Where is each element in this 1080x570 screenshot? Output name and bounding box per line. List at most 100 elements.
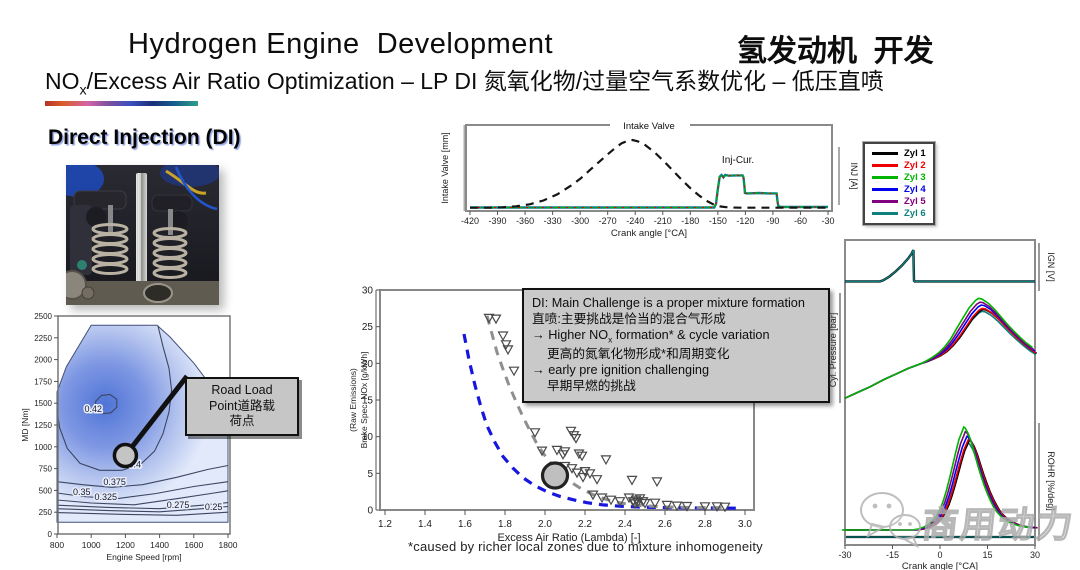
svg-text:-270: -270 [599,216,617,226]
engine-map-chart: 0.42 0.4 0.375 0.35 0.325 0.275 0.25 0 250 500 750… [18,308,303,566]
wechat-watermark-svg: 商用动力 [860,492,1077,549]
page-subtitle: NOx/Excess Air Ratio Optimization – LP D… [45,62,884,99]
svg-text:-90: -90 [766,216,779,226]
svg-text:2.4: 2.4 [618,519,632,530]
legend-item: Zyl 6 [872,208,926,219]
svg-text:Engine Speed [rpm]: Engine Speed [rpm] [106,552,181,562]
svg-text:-180: -180 [681,216,699,226]
svg-text:0: 0 [367,506,373,517]
legend-label: Zyl 5 [904,195,926,207]
svg-text:5: 5 [367,469,373,480]
cylinder-legend: Zyl 1 Zyl 2 Zyl 3 Zyl 4 Zyl 5 Zyl 6 [862,141,936,226]
svg-text:250: 250 [39,508,53,517]
svg-text:-210: -210 [654,216,672,226]
subtitle-sub: x [79,82,87,99]
di-challenge-textbox: DI: Main Challenge is a proper mixture f… [522,288,830,403]
svg-text:1200: 1200 [116,540,135,550]
svg-text:-60: -60 [794,216,807,226]
svg-text:2500: 2500 [34,312,52,321]
legend-item: Zyl 3 [872,172,926,183]
textbox-line: 更高的氮氧化物形成*和周期变化 [547,346,730,361]
svg-text:MD [Nm]: MD [Nm] [20,408,30,442]
svg-text:1.2: 1.2 [378,519,392,530]
svg-text:30: 30 [362,286,374,297]
svg-text:1600: 1600 [184,540,203,550]
svg-text:-120: -120 [736,216,754,226]
svg-text:3.0: 3.0 [738,519,752,530]
svg-text:0.35: 0.35 [73,487,91,497]
svg-text:INJ [A]: INJ [A] [849,162,859,189]
textbox-line: DI: Main Challenge is a proper mixture f… [532,296,805,310]
svg-text:0: 0 [48,530,53,539]
svg-text:Crank angle [°CA]: Crank angle [°CA] [611,228,687,239]
svg-text:Crank angle [°CA]: Crank angle [°CA] [902,561,978,570]
cylinder-traces-chart: -30 -15 0 15 30 Crank angle [°CA] IGN [V] Cyl. … [828,233,1080,570]
road-load-callout: Road Load Point道路载 荷点 [185,377,299,436]
legend-line-sample [872,176,898,179]
svg-text:1000: 1000 [34,443,52,452]
subtitle-rest: /Excess Air Ratio Optimization – LP DI 氮… [86,68,884,94]
svg-text:0.275: 0.275 [167,500,190,510]
page-title-zh: 氢发动机 开发 [737,35,934,68]
svg-text:Brake Spec. NOx [g/kWh]: Brake Spec. NOx [g/kWh] [359,352,369,449]
svg-text:1500: 1500 [34,399,52,408]
engine-photo [52,159,220,305]
svg-text:-300: -300 [571,216,589,226]
textbox-line: 直喷:主要挑战是恰当的混合气形成 [532,312,726,326]
svg-text:500: 500 [39,486,53,495]
svg-text:-30: -30 [838,550,851,560]
svg-text:ROHR [%/deg]: ROHR [%/deg] [1046,451,1056,511]
legend-label: Zyl 6 [904,207,926,219]
svg-text:2.0: 2.0 [538,519,552,530]
svg-text:(Raw Emissions): (Raw Emissions) [348,368,358,432]
legend-line-sample [872,188,898,191]
footnote: *caused by richer local zones due to mix… [408,539,763,554]
callout-line: Road Load [211,383,273,397]
svg-text:1800: 1800 [219,540,238,550]
legend-item: Zyl 4 [872,184,926,195]
legend-line-sample [872,212,898,215]
svg-text:Inj-Cur.: Inj-Cur. [722,155,754,166]
svg-text:2.6: 2.6 [658,519,672,530]
svg-text:IGN [V]: IGN [V] [1046,252,1056,282]
legend-item: Zyl 2 [872,160,926,171]
svg-text:-360: -360 [516,216,534,226]
svg-text:1.4: 1.4 [418,519,432,530]
nox-lambda-svg: 0 5 10 15 20 25 30 1.2 1.4 1.6 1.8 2.0 2.2 2.4 2.6 2.8 3… [348,286,755,544]
legend-label: Zyl 2 [904,159,926,171]
page-title: Hydrogen Engine Development [128,28,554,60]
valve-injection-chart: -420 -390 -360 -330 -300 -270 -240 -210 -180 -150… [438,113,870,243]
textbox-line: → early pre ignition challenging [532,362,710,377]
svg-text:2.8: 2.8 [698,519,712,530]
svg-text:1.8: 1.8 [498,519,512,530]
svg-text:1250: 1250 [34,421,52,430]
svg-text:25: 25 [362,322,374,333]
legend-label: Zyl 1 [904,147,926,159]
svg-text:-420: -420 [461,216,479,226]
svg-text:15: 15 [982,550,992,560]
svg-text:1750: 1750 [34,377,52,386]
svg-text:0: 0 [937,550,942,560]
wechat-icon [860,492,921,549]
nox-lambda-chart: 0 5 10 15 20 25 30 1.2 1.4 1.6 1.8 2.0 2.2 2.4 2.6 2.8 3… [348,278,760,568]
cylinder-traces-svg: -30 -15 0 15 30 Crank angle [°CA] IGN [V] Cyl. … [828,239,1056,570]
svg-text:20: 20 [362,359,374,370]
svg-text:-240: -240 [626,216,644,226]
svg-text:750: 750 [39,465,53,474]
svg-text:-150: -150 [709,216,727,226]
legend-label: Zyl 3 [904,171,926,183]
callout-line: 荷点 [229,414,255,429]
svg-text:Intake Valve [mm]: Intake Valve [mm] [440,132,450,203]
svg-text:-330: -330 [544,216,562,226]
wechat-icon-eyes [872,503,912,526]
svg-text:2250: 2250 [34,334,52,343]
watermark: 商用动力 [858,490,1080,555]
svg-text:1000: 1000 [82,540,101,550]
textbox-line: → Higher NOx formation* & cycle variatio… [532,328,770,345]
svg-text:2000: 2000 [34,356,52,365]
svg-text:2.2: 2.2 [578,519,592,530]
svg-text:-390: -390 [489,216,507,226]
di-heading: Direct Injection (DI) [48,126,241,149]
svg-text:Excess Air Ratio (Lambda) [-]: Excess Air Ratio (Lambda) [-] [497,532,640,544]
